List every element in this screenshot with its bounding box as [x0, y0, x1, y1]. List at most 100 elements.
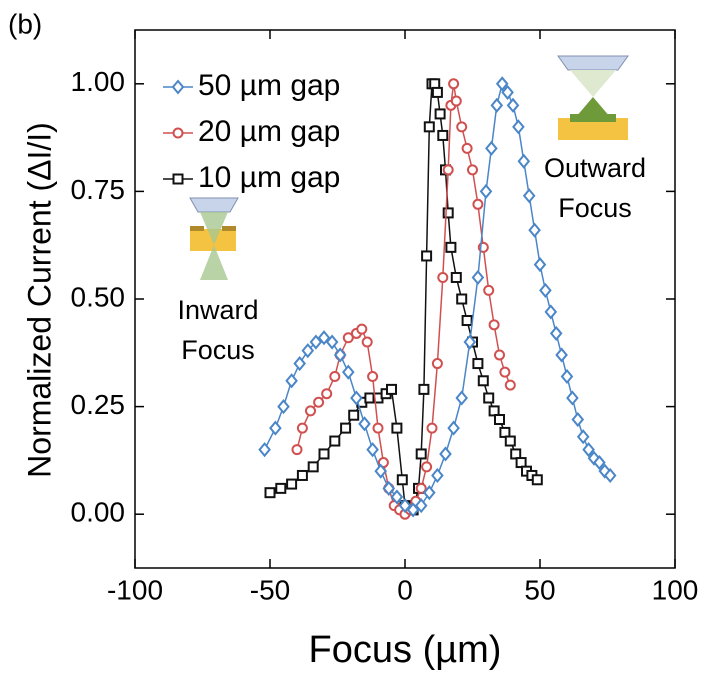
marker [439, 446, 452, 462]
marker [483, 284, 495, 296]
marker [593, 454, 606, 471]
marker [277, 399, 290, 415]
marker [472, 198, 484, 210]
marker [461, 315, 473, 327]
y-tick-label: 0.50 [71, 281, 126, 312]
marker [549, 325, 563, 341]
marker [472, 358, 484, 370]
marker [258, 442, 271, 458]
marker [333, 347, 347, 363]
marker [533, 257, 547, 273]
marker [264, 487, 276, 499]
marker [450, 95, 462, 107]
marker [603, 467, 617, 484]
marker [471, 269, 485, 286]
marker [301, 343, 315, 359]
marker [461, 142, 473, 154]
marker [442, 207, 454, 219]
marker [437, 129, 449, 141]
marker [479, 183, 493, 199]
marker [431, 86, 443, 98]
marker [566, 390, 579, 406]
marker [172, 127, 184, 139]
annotation: Focus [558, 193, 632, 223]
marker [499, 366, 511, 378]
x-axis-title: Focus (µm) [309, 629, 502, 671]
marker [422, 485, 436, 501]
marker [366, 442, 379, 458]
marker [367, 370, 379, 382]
marker [329, 370, 341, 382]
marker [477, 375, 489, 387]
y-axis-title: Normalized Current (ΔI/I) [21, 122, 57, 478]
marker [374, 463, 388, 479]
marker [448, 78, 460, 90]
marker [309, 334, 323, 350]
marker [467, 164, 478, 176]
marker [456, 121, 468, 133]
marker [531, 474, 543, 486]
marker [296, 469, 308, 481]
marker [390, 489, 404, 505]
marker [269, 420, 282, 436]
legend-label: 10 µm gap [198, 161, 340, 194]
marker [582, 442, 595, 458]
marker [456, 293, 468, 305]
marker [391, 422, 403, 434]
marker [555, 347, 568, 363]
marker [307, 461, 319, 473]
marker [517, 153, 531, 169]
marker [313, 396, 325, 408]
marker [421, 250, 433, 262]
marker [431, 467, 444, 484]
annotation: Inward [177, 295, 258, 325]
marker [317, 330, 331, 346]
marker [293, 355, 307, 372]
marker [447, 420, 460, 436]
marker [485, 140, 498, 156]
marker [434, 108, 446, 120]
marker [171, 79, 185, 95]
marker [286, 478, 298, 490]
marker [455, 390, 469, 406]
marker [291, 444, 303, 456]
y-tick-label: 0.25 [71, 389, 126, 420]
marker [463, 334, 477, 350]
panel-label: (b) [8, 8, 42, 39]
annotation: Outward [544, 153, 646, 183]
marker [305, 405, 316, 417]
outward-focus-icon [557, 55, 629, 140]
y-tick-label: 1.00 [71, 66, 126, 97]
marker [501, 84, 514, 100]
y-tick-label: 0.75 [71, 174, 126, 205]
marker [382, 480, 396, 496]
marker [522, 188, 536, 204]
marker [296, 422, 308, 434]
x-tick-label: 50 [524, 574, 555, 605]
marker [398, 498, 412, 514]
marker [172, 173, 184, 185]
marker [450, 271, 462, 283]
marker [348, 409, 360, 421]
marker [512, 119, 525, 135]
marker [418, 383, 430, 395]
marker [285, 373, 298, 389]
marker [342, 332, 354, 344]
x-tick-label: 0 [397, 574, 413, 605]
marker [386, 383, 397, 395]
marker [406, 502, 420, 518]
marker [415, 482, 427, 494]
marker [356, 323, 368, 335]
marker [421, 461, 433, 473]
marker [350, 390, 363, 406]
marker [341, 364, 355, 380]
marker [358, 416, 371, 432]
marker [372, 422, 384, 434]
marker [415, 448, 427, 460]
marker [437, 271, 449, 283]
marker [325, 334, 339, 350]
marker [504, 435, 516, 447]
marker [504, 379, 516, 391]
marker [560, 368, 574, 385]
